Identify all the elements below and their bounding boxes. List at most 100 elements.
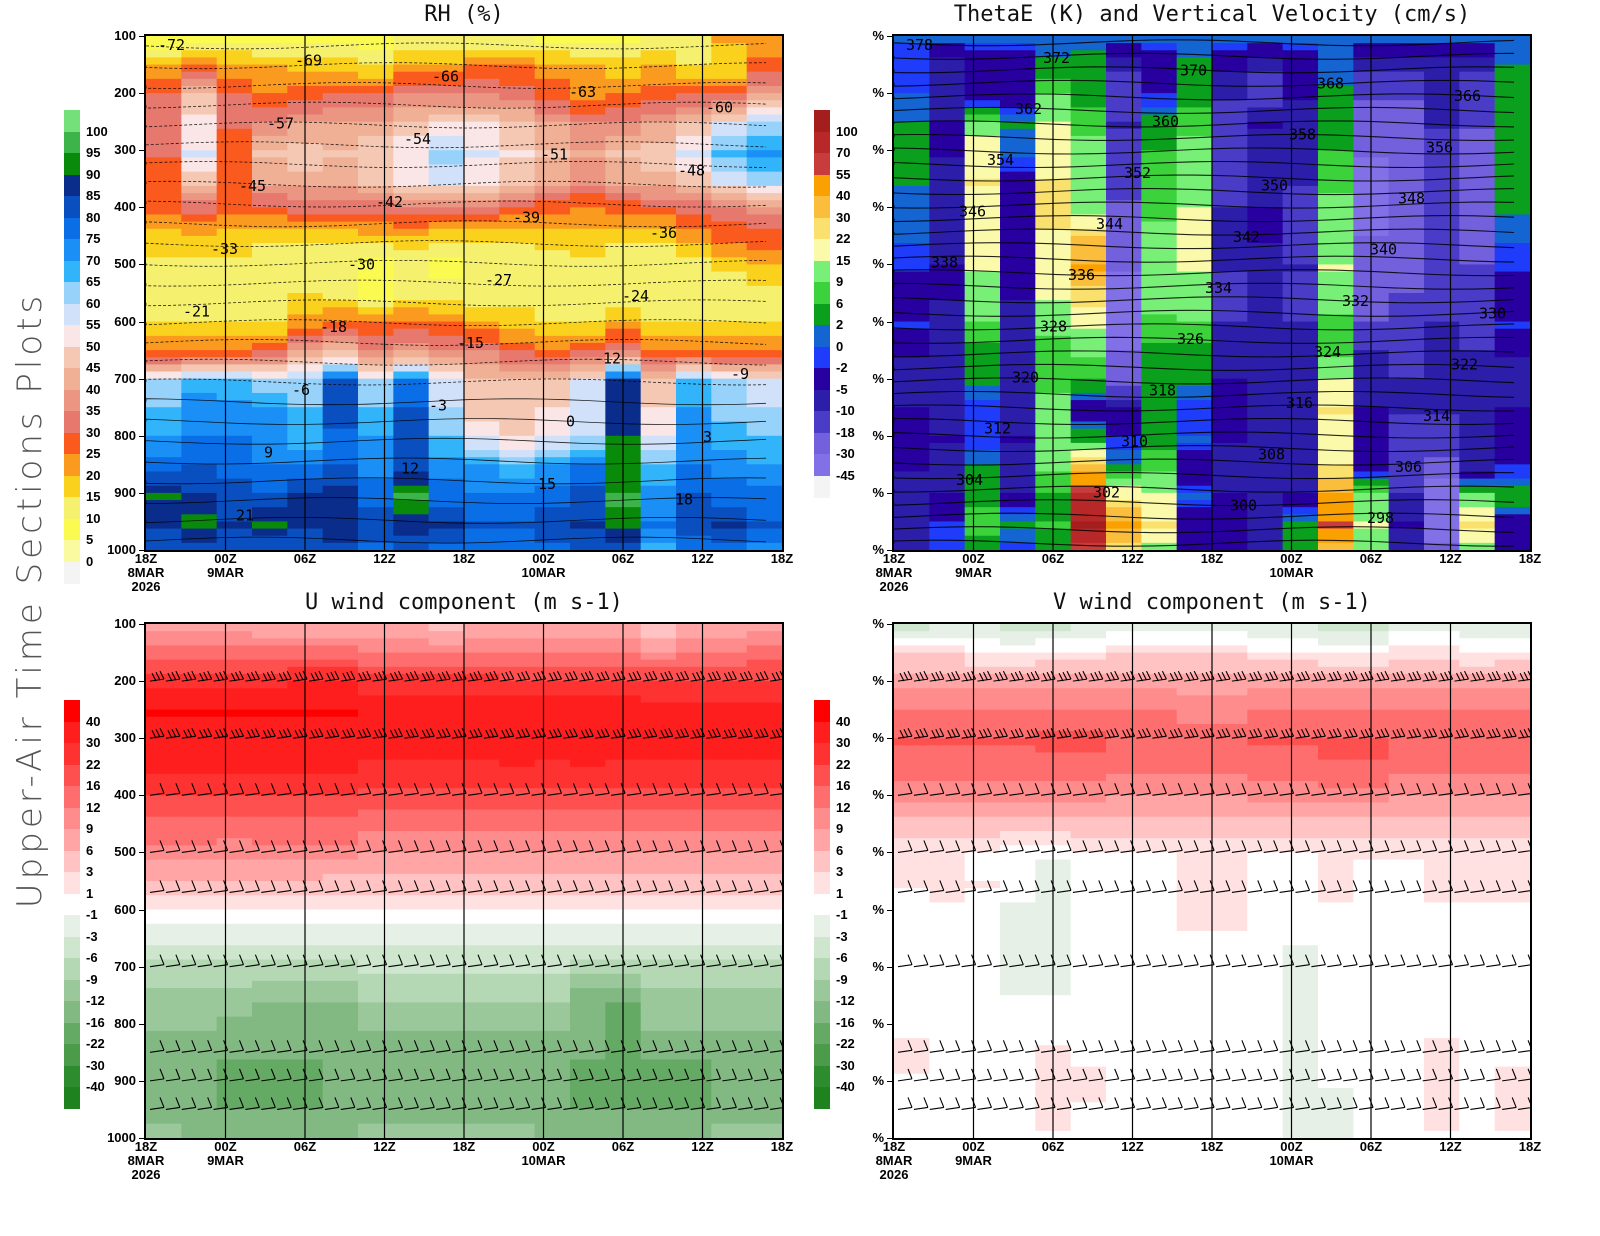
heatmap-cell [676,745,712,754]
heatmap-cell [676,752,712,761]
heatmap-cell [393,442,430,451]
heatmap-cell [534,457,571,465]
heatmap-cell [252,745,288,754]
heatmap-cell [358,1038,394,1046]
heatmap-cell [146,895,182,904]
heatmap-cell [570,135,606,144]
colorbar-swatch [64,936,80,959]
heatmap-cell [393,450,430,458]
heatmap-cell [1000,638,1036,647]
heatmap-cell [216,257,253,266]
colorbar-swatch [814,282,830,304]
heatmap-cell [534,809,571,818]
heatmap-cell [322,428,359,437]
heatmap-cell [1494,214,1530,223]
heatmap-cell [640,695,677,704]
y-tick-label: % [872,85,884,101]
heatmap-cell [570,36,606,44]
heatmap-cell [534,995,571,1003]
heatmap-cell [711,364,748,373]
heatmap-cell [1141,243,1178,251]
heatmap-cell [711,624,748,632]
heatmap-cell [570,121,606,130]
heatmap-cell [1282,278,1319,287]
heatmap-cell [499,442,536,451]
heatmap-cell [252,214,288,223]
heatmap-cell [464,150,500,158]
heatmap-cell [534,895,571,904]
contour-label: 356 [1426,138,1453,156]
heatmap-cell [929,364,966,373]
heatmap-cell [1494,673,1530,682]
wind-barb [324,1068,340,1082]
heatmap-cell [216,228,253,237]
contour-line [894,215,1515,223]
heatmap-cell [929,659,966,668]
heatmap-cell [534,716,571,725]
heatmap-cell [216,243,253,251]
heatmap-cell [1176,638,1213,647]
heatmap-cell [746,631,782,639]
heatmap-cell [570,414,606,423]
heatmap-cell [894,342,930,351]
heatmap-cell [1459,659,1496,668]
heatmap-cell [252,1123,288,1132]
heatmap-cell [1106,681,1142,689]
heatmap-cell [1459,631,1496,639]
x-tick-label: 00Z 9MAR [196,552,256,580]
heatmap-cell [1388,731,1425,739]
heatmap-cell [570,645,606,654]
heatmap-cell [252,938,288,946]
heatmap-cell [640,528,677,537]
heatmap-cell [322,1109,359,1118]
heatmap-cell [711,528,748,537]
heatmap-cell [570,1030,606,1039]
heatmap-cell [676,909,712,918]
heatmap-cell [534,766,571,775]
colorbar-label: -1 [86,907,98,922]
heatmap-cell [1106,638,1142,647]
heatmap-cell [393,114,430,123]
heatmap-cell [464,1052,500,1061]
heatmap-cell [746,150,782,158]
heatmap-cell [711,407,748,415]
heatmap-cell [322,852,359,861]
heatmap-cell [181,702,218,711]
heatmap-cell [894,207,930,216]
heatmap-cell [1388,271,1425,280]
heatmap-cell [1424,243,1460,251]
heatmap-cell [146,881,182,889]
heatmap-cell [1424,457,1460,465]
heatmap-cell [181,457,218,465]
thetae-chart-title: ThetaE (K) and Vertical Velocity (cm/s) [953,2,1471,27]
heatmap-cell [711,795,748,804]
heatmap-cell [1212,652,1248,661]
wind-barb [563,1068,578,1082]
heatmap-cell [1212,542,1248,550]
heatmap-cell [1000,695,1036,704]
heatmap-cell [499,1123,536,1132]
heatmap-cell [676,831,712,839]
wind-barb [579,840,594,853]
wind-barb [165,1097,181,1110]
heatmap-cell [358,328,394,337]
heatmap-cell [1106,450,1142,458]
contour-label: 372 [1043,49,1070,67]
heatmap-cell [146,492,182,501]
heatmap-cell [570,85,606,94]
heatmap-cell [1318,221,1354,230]
heatmap-cell [358,916,394,925]
heatmap-cell [216,214,253,223]
heatmap-cell [181,788,218,796]
heatmap-cell [1282,357,1319,365]
heatmap-cell [1282,107,1319,116]
heatmap-cell [1000,200,1036,208]
heatmap-cell [534,428,571,437]
heatmap-cell [216,881,253,889]
heatmap-cell [711,535,748,544]
y-tick-label: % [872,484,884,500]
colorbar-swatch [64,497,80,519]
heatmap-cell [640,85,677,94]
wind-barb [324,783,340,796]
heatmap-cell [640,1045,677,1053]
